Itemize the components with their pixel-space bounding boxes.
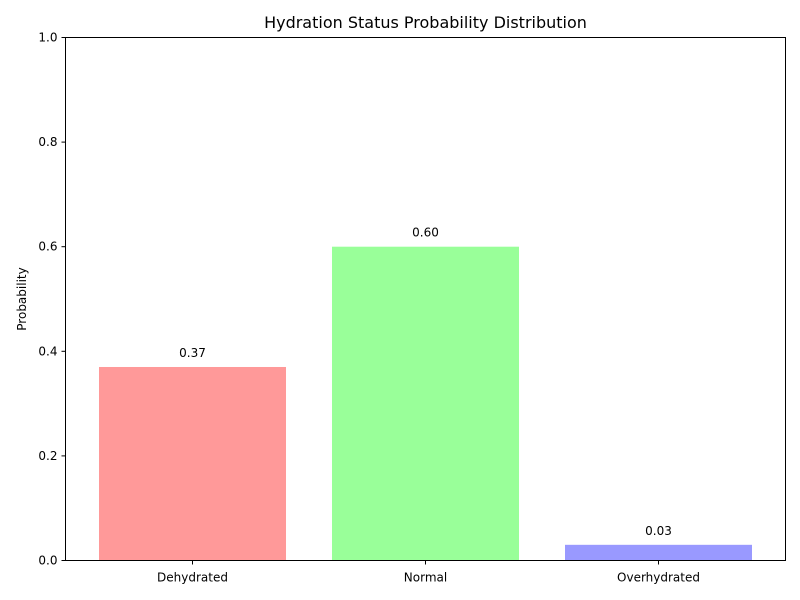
- x-tick-label-dehydrated: Dehydrated: [157, 571, 228, 585]
- y-ticks-layer: 0.0 0.2 0.4 0.6 0.8 1.0: [38, 31, 66, 568]
- plot-frame: [65, 37, 786, 561]
- chart-title: Hydration Status Probability Distributio…: [264, 13, 587, 32]
- data-label-normal: 0.60: [412, 226, 439, 240]
- bar-overhydrated: [565, 544, 752, 561]
- bar-normal: [332, 246, 519, 561]
- data-label-dehydrated: 0.37: [179, 346, 206, 360]
- data-labels-layer: 0.37 0.60 0.03: [179, 226, 672, 538]
- bar-dehydrated: [99, 366, 286, 561]
- x-tick-label-overhydrated: Overhydrated: [617, 571, 700, 585]
- y-axis-label: Probability: [15, 267, 29, 330]
- data-label-overhydrated: 0.03: [645, 524, 672, 538]
- bars-layer: [99, 246, 752, 561]
- y-tick-label: 0.2: [38, 449, 57, 463]
- y-tick-label: 0.0: [38, 554, 57, 568]
- y-tick-label: 0.6: [38, 240, 57, 254]
- y-tick-label: 0.4: [38, 344, 57, 358]
- y-tick-label: 0.8: [38, 135, 57, 149]
- y-tick-label: 1.0: [38, 31, 57, 45]
- x-ticks-layer: Dehydrated Normal Overhydrated: [157, 560, 700, 585]
- x-tick-label-normal: Normal: [404, 571, 447, 585]
